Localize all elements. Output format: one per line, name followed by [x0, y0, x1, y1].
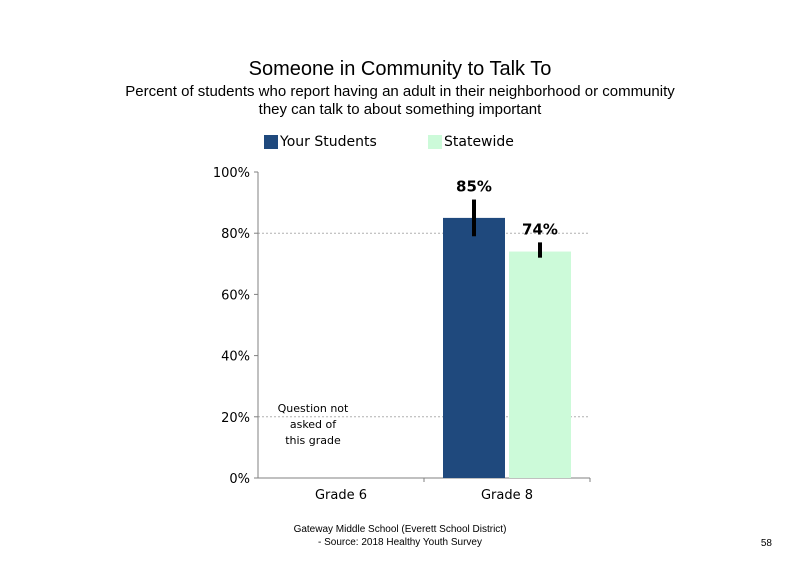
- bar-your-students-grade-8: [443, 217, 505, 478]
- data-label-statewide: 74%: [522, 220, 558, 238]
- footer-school: Gateway Middle School (Everett School Di…: [293, 524, 507, 535]
- y-tick-label: 60%: [221, 288, 250, 303]
- bar-statewide-grade-8: [509, 251, 571, 478]
- annotation-line: this grade: [285, 434, 341, 447]
- y-tick-label: 80%: [221, 227, 250, 242]
- data-label-your-students: 85%: [456, 178, 492, 196]
- y-tick-label: 100%: [213, 166, 250, 181]
- page-subtitle: Percent of students who report having an…: [0, 83, 800, 119]
- y-tick-label: 20%: [221, 411, 250, 426]
- legend-swatch-your-students: [264, 135, 278, 149]
- footer-source: - Source: 2018 Healthy Youth Survey: [318, 537, 482, 548]
- legend-label-your-students: Your Students: [280, 134, 377, 150]
- subtitle-line-1: Percent of students who report having an…: [125, 83, 675, 100]
- y-tick-label: 40%: [221, 350, 250, 365]
- legend-label-statewide: Statewide: [444, 134, 514, 150]
- y-tick-label: 0%: [229, 472, 250, 487]
- page-number: 58: [760, 538, 772, 549]
- page-title: Someone in Community to Talk To: [248, 58, 552, 80]
- subtitle-line-2: they can talk to about something importa…: [258, 101, 542, 118]
- annotation-line: asked of: [290, 418, 337, 431]
- legend-swatch-statewide: [428, 135, 442, 149]
- x-tick-label-grade-8: Grade 8: [481, 488, 533, 503]
- footer: Gateway Middle School (Everett School Di…: [0, 523, 800, 549]
- annotation-line: Question not: [278, 402, 349, 415]
- x-tick-label-grade-6: Grade 6: [315, 488, 367, 503]
